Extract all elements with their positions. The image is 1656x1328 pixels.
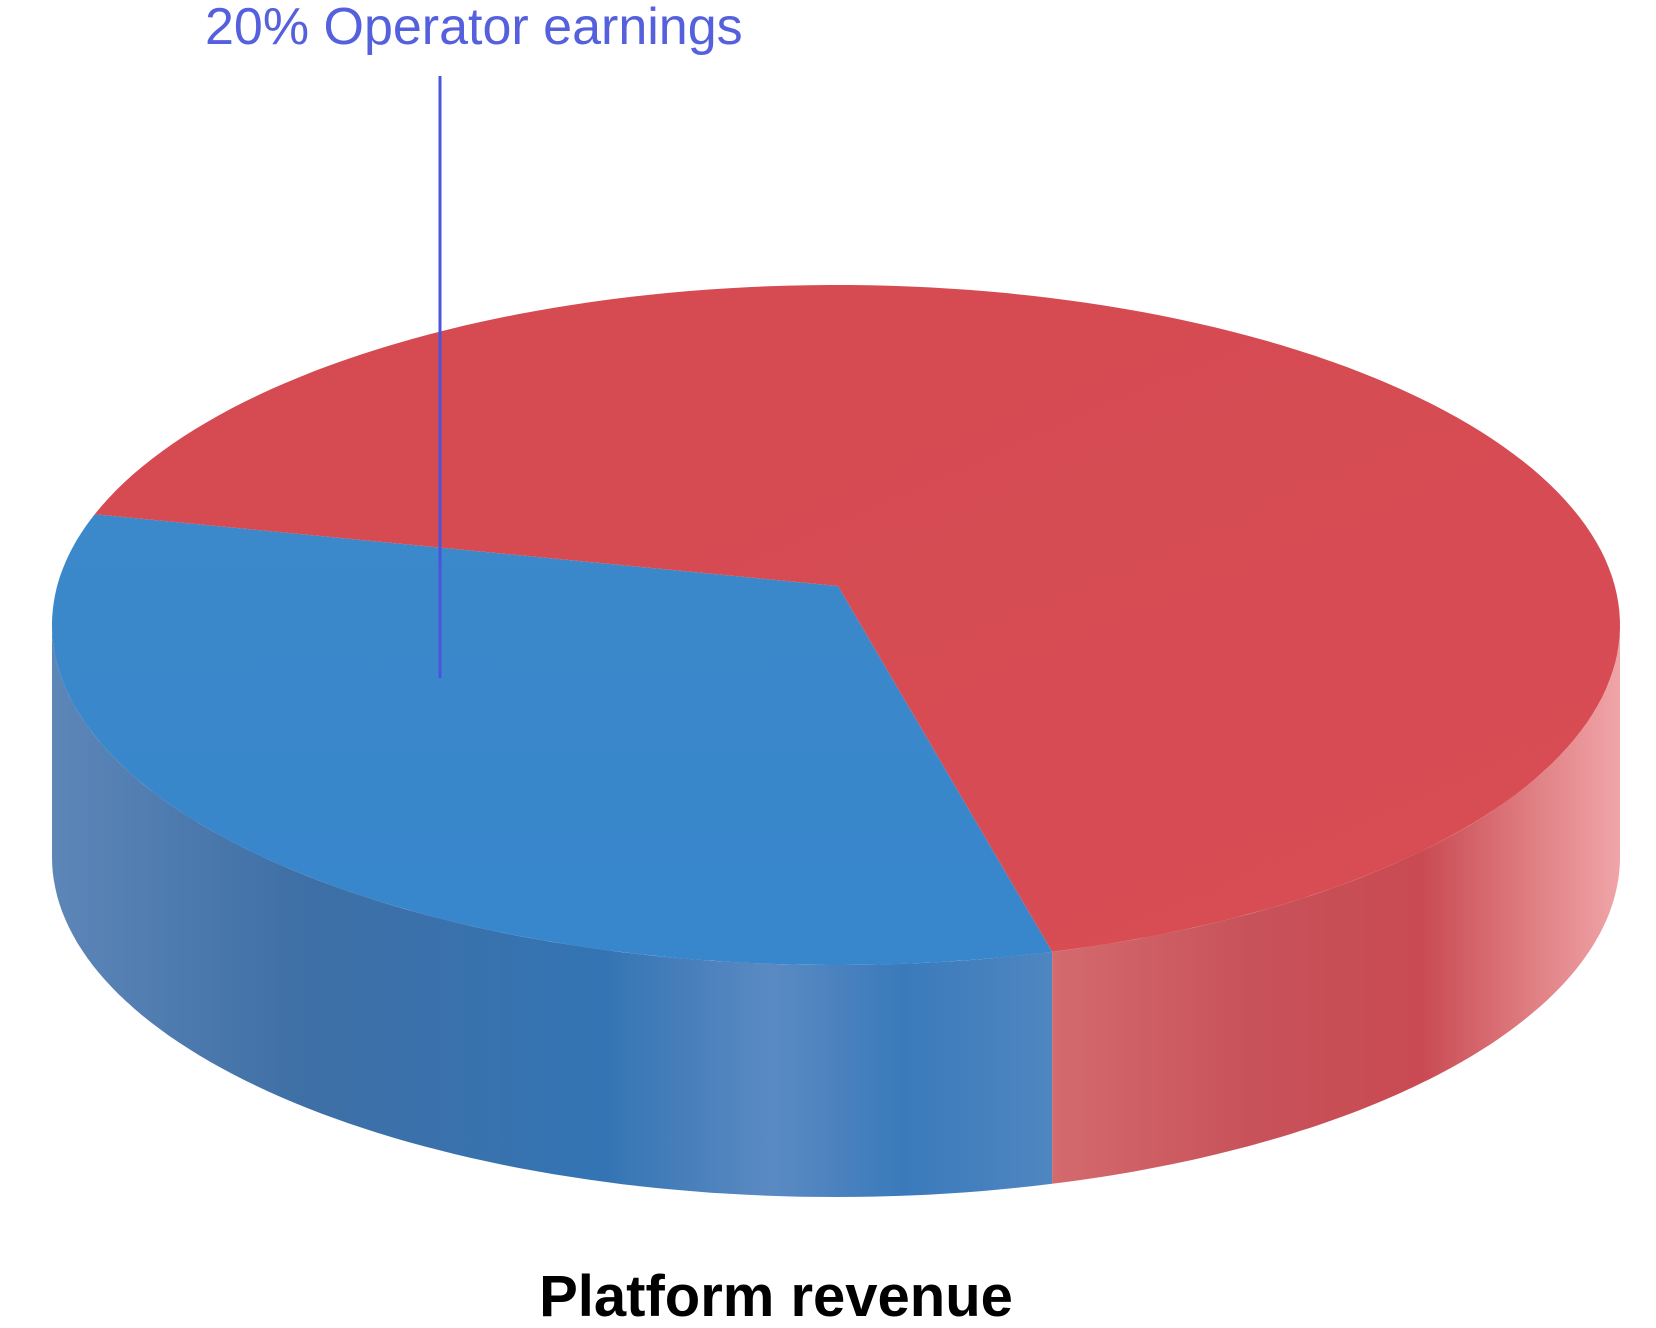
pie-slice-0-operator-earnings <box>52 514 1053 965</box>
chart-title: Platform revenue <box>539 1264 1013 1328</box>
pie-top <box>52 285 1621 965</box>
pie-slice-side-0 <box>52 625 1053 1197</box>
callout-label: 20% Operator earnings <box>205 0 743 56</box>
pie-slice-side-1 <box>1052 625 1620 1184</box>
pie-slice-1 <box>94 285 1621 952</box>
pie-sides <box>52 625 1620 1197</box>
